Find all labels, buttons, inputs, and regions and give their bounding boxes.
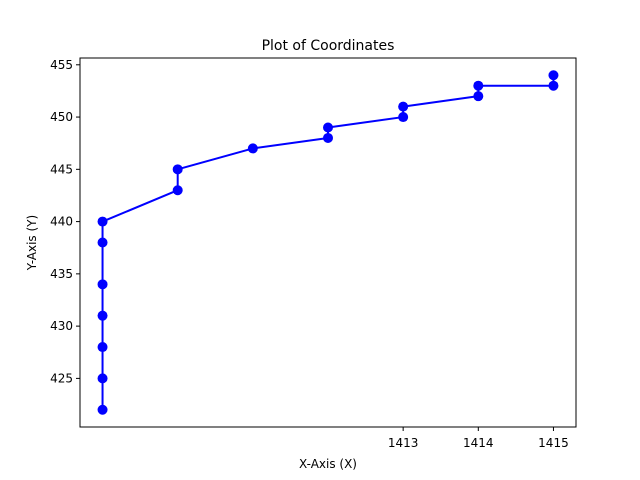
series-layer bbox=[97, 70, 559, 415]
data-point bbox=[97, 342, 108, 353]
data-point bbox=[97, 404, 108, 415]
y-tick-label: 435 bbox=[50, 267, 73, 281]
y-tick-label: 445 bbox=[50, 162, 73, 176]
data-point bbox=[247, 143, 258, 154]
x-tick-label: 1414 bbox=[463, 436, 494, 450]
y-axis-ticks: 425 430 435 440 445 450 455 bbox=[50, 58, 80, 385]
data-point bbox=[473, 80, 484, 91]
data-point bbox=[97, 373, 108, 384]
y-tick-label: 425 bbox=[50, 371, 73, 385]
data-point bbox=[172, 164, 183, 175]
y-axis-label: Y-Axis (Y) bbox=[25, 215, 39, 271]
y-tick-label: 440 bbox=[50, 215, 73, 229]
x-axis-ticks: 1413 1414 1415 bbox=[388, 427, 569, 450]
plot-area-frame bbox=[79, 57, 577, 428]
data-point bbox=[323, 132, 333, 143]
data-point bbox=[97, 216, 108, 227]
data-point bbox=[548, 70, 559, 81]
y-tick-label: 430 bbox=[50, 319, 73, 333]
data-point bbox=[97, 237, 108, 248]
x-tick-label: 1415 bbox=[538, 436, 569, 450]
y-tick-label: 450 bbox=[50, 110, 73, 124]
data-point bbox=[323, 122, 333, 133]
data-point bbox=[97, 279, 108, 290]
data-point bbox=[473, 91, 484, 102]
data-point bbox=[398, 101, 409, 112]
data-point bbox=[97, 310, 108, 321]
data-point bbox=[172, 185, 183, 196]
chart-title: Plot of Coordinates bbox=[262, 38, 395, 54]
y-tick-label: 455 bbox=[50, 58, 73, 72]
data-point bbox=[548, 80, 559, 91]
x-axis-label: X-Axis (X) bbox=[299, 457, 357, 471]
data-point bbox=[398, 112, 409, 123]
x-tick-label: 1413 bbox=[388, 436, 419, 450]
